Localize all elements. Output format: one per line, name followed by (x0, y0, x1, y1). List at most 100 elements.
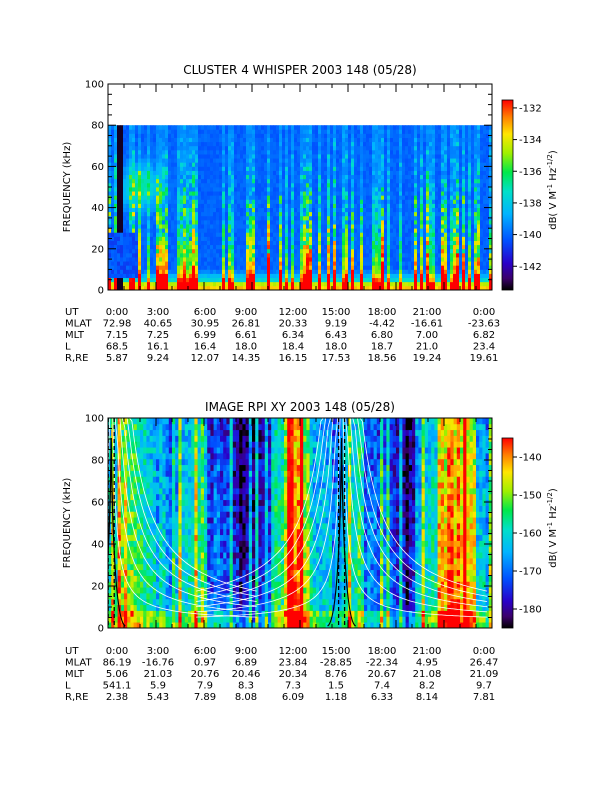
spectrogram-cell (348, 211, 352, 217)
spectrogram-cell (165, 211, 169, 217)
spectrogram-cell (156, 269, 160, 274)
spectrogram-cell (426, 174, 430, 180)
spectrogram-cell (237, 277, 241, 283)
spectrogram-cell (135, 203, 139, 208)
spectrogram-cell (312, 170, 316, 176)
spectrogram-cell (330, 129, 334, 134)
spectrogram-cell (177, 145, 181, 151)
spectrogram-cell (408, 285, 412, 290)
spectrogram-cell (285, 137, 289, 143)
spectrogram-cell (198, 281, 202, 287)
spectrogram-cell (456, 149, 460, 155)
spectrogram-cell (441, 265, 445, 270)
spectrogram-cell (243, 203, 247, 208)
spectrogram-cell (399, 187, 403, 192)
spectrogram-cell (447, 207, 451, 213)
spectrogram-cell (369, 261, 373, 266)
spectrogram-cell (387, 273, 391, 279)
spectrogram-cell (324, 158, 328, 163)
spectrogram-cell (414, 162, 418, 167)
spectrogram-cell (174, 182, 178, 188)
spectrogram-cell (456, 228, 460, 233)
spectrogram-cell (183, 162, 187, 167)
spectrogram-cell (423, 277, 427, 283)
spectrogram-cell (159, 170, 163, 176)
spectrogram-cell (432, 170, 436, 176)
spectrogram-cell (135, 191, 139, 196)
spectrogram-cell (120, 170, 124, 176)
spectrogram-cell (234, 215, 238, 221)
spectrogram-cell (237, 281, 241, 287)
spectrogram-cell (447, 219, 451, 225)
spectrogram-cell (156, 211, 160, 217)
spectrogram-cell (273, 170, 277, 176)
spectrogram-cell (198, 141, 202, 147)
spectrogram-cell (156, 273, 160, 279)
spectrogram-cell (408, 166, 412, 171)
spectrogram-cell (351, 158, 355, 163)
spectrogram-cell (174, 137, 178, 143)
spectrogram-cell (234, 166, 238, 171)
spectrogram-cell (294, 277, 298, 283)
spectrogram-cell (114, 228, 118, 233)
spectrogram-cell (210, 182, 214, 188)
spectrogram-cell (189, 261, 193, 266)
spectrogram-cell (432, 265, 436, 270)
spectrogram-cell (345, 191, 349, 196)
spectrogram-cell (414, 219, 418, 225)
spectrogram-cell (327, 215, 331, 221)
spectrogram-cell (171, 265, 175, 270)
spectrogram-cell (132, 154, 136, 159)
spectrogram-cell (132, 199, 136, 204)
spectrogram-cell (213, 145, 217, 151)
spectrogram-cell (444, 265, 448, 270)
spectrogram-cell (111, 257, 115, 262)
spectrogram-cell (243, 125, 247, 130)
spectrogram-cell (120, 257, 124, 262)
spectrogram-cell (339, 215, 343, 221)
spectrogram-cell (306, 248, 310, 254)
spectrogram-cell (390, 236, 394, 241)
spectrogram-cell (357, 211, 361, 217)
spectrogram-cell (396, 285, 400, 290)
spectrogram-cell (153, 154, 157, 159)
spectrogram-cell (261, 199, 265, 204)
spectrogram-cell (123, 137, 127, 143)
spectrogram-cell (273, 257, 277, 262)
spectrogram-cell (204, 269, 208, 274)
spectrogram-cell (129, 248, 133, 254)
spectrogram-cell (264, 252, 268, 258)
spectrogram-cell (270, 228, 274, 233)
spectrogram-cell (144, 195, 148, 200)
spectrogram-cell (141, 149, 145, 155)
spectrogram-cell (435, 195, 439, 200)
spectrogram-cell (477, 224, 481, 229)
spectrogram-cell (126, 281, 130, 287)
spectrogram-cell (291, 228, 295, 233)
spectrogram-cell (285, 145, 289, 151)
spectrogram-cell (183, 228, 187, 233)
spectrogram-cell (129, 162, 133, 167)
spectrogram-cell (246, 191, 250, 196)
spectrogram-cell (159, 215, 163, 221)
spectrogram-cell (351, 228, 355, 233)
spectrogram-cell (276, 137, 280, 143)
spectrogram-cell (270, 137, 274, 143)
spectrogram-cell (174, 141, 178, 147)
spectrogram-cell (258, 219, 262, 225)
spectrogram-cell (378, 191, 382, 196)
spectrogram-cell (282, 174, 286, 180)
spectrogram-cell (213, 228, 217, 233)
spectrogram-cell (168, 154, 172, 159)
spectrogram-cell (306, 125, 310, 130)
spectrogram-cell (450, 224, 454, 229)
spectrogram-cell (390, 182, 394, 188)
spectrogram-cell (144, 257, 148, 262)
spectrogram-cell (240, 224, 244, 229)
spectrogram-cell (378, 257, 382, 262)
spectrogram-cell (393, 257, 397, 262)
spectrogram-cell (240, 182, 244, 188)
spectrogram-cell (219, 285, 223, 290)
spectrogram-cell (378, 265, 382, 270)
spectrogram-cell (246, 178, 250, 184)
